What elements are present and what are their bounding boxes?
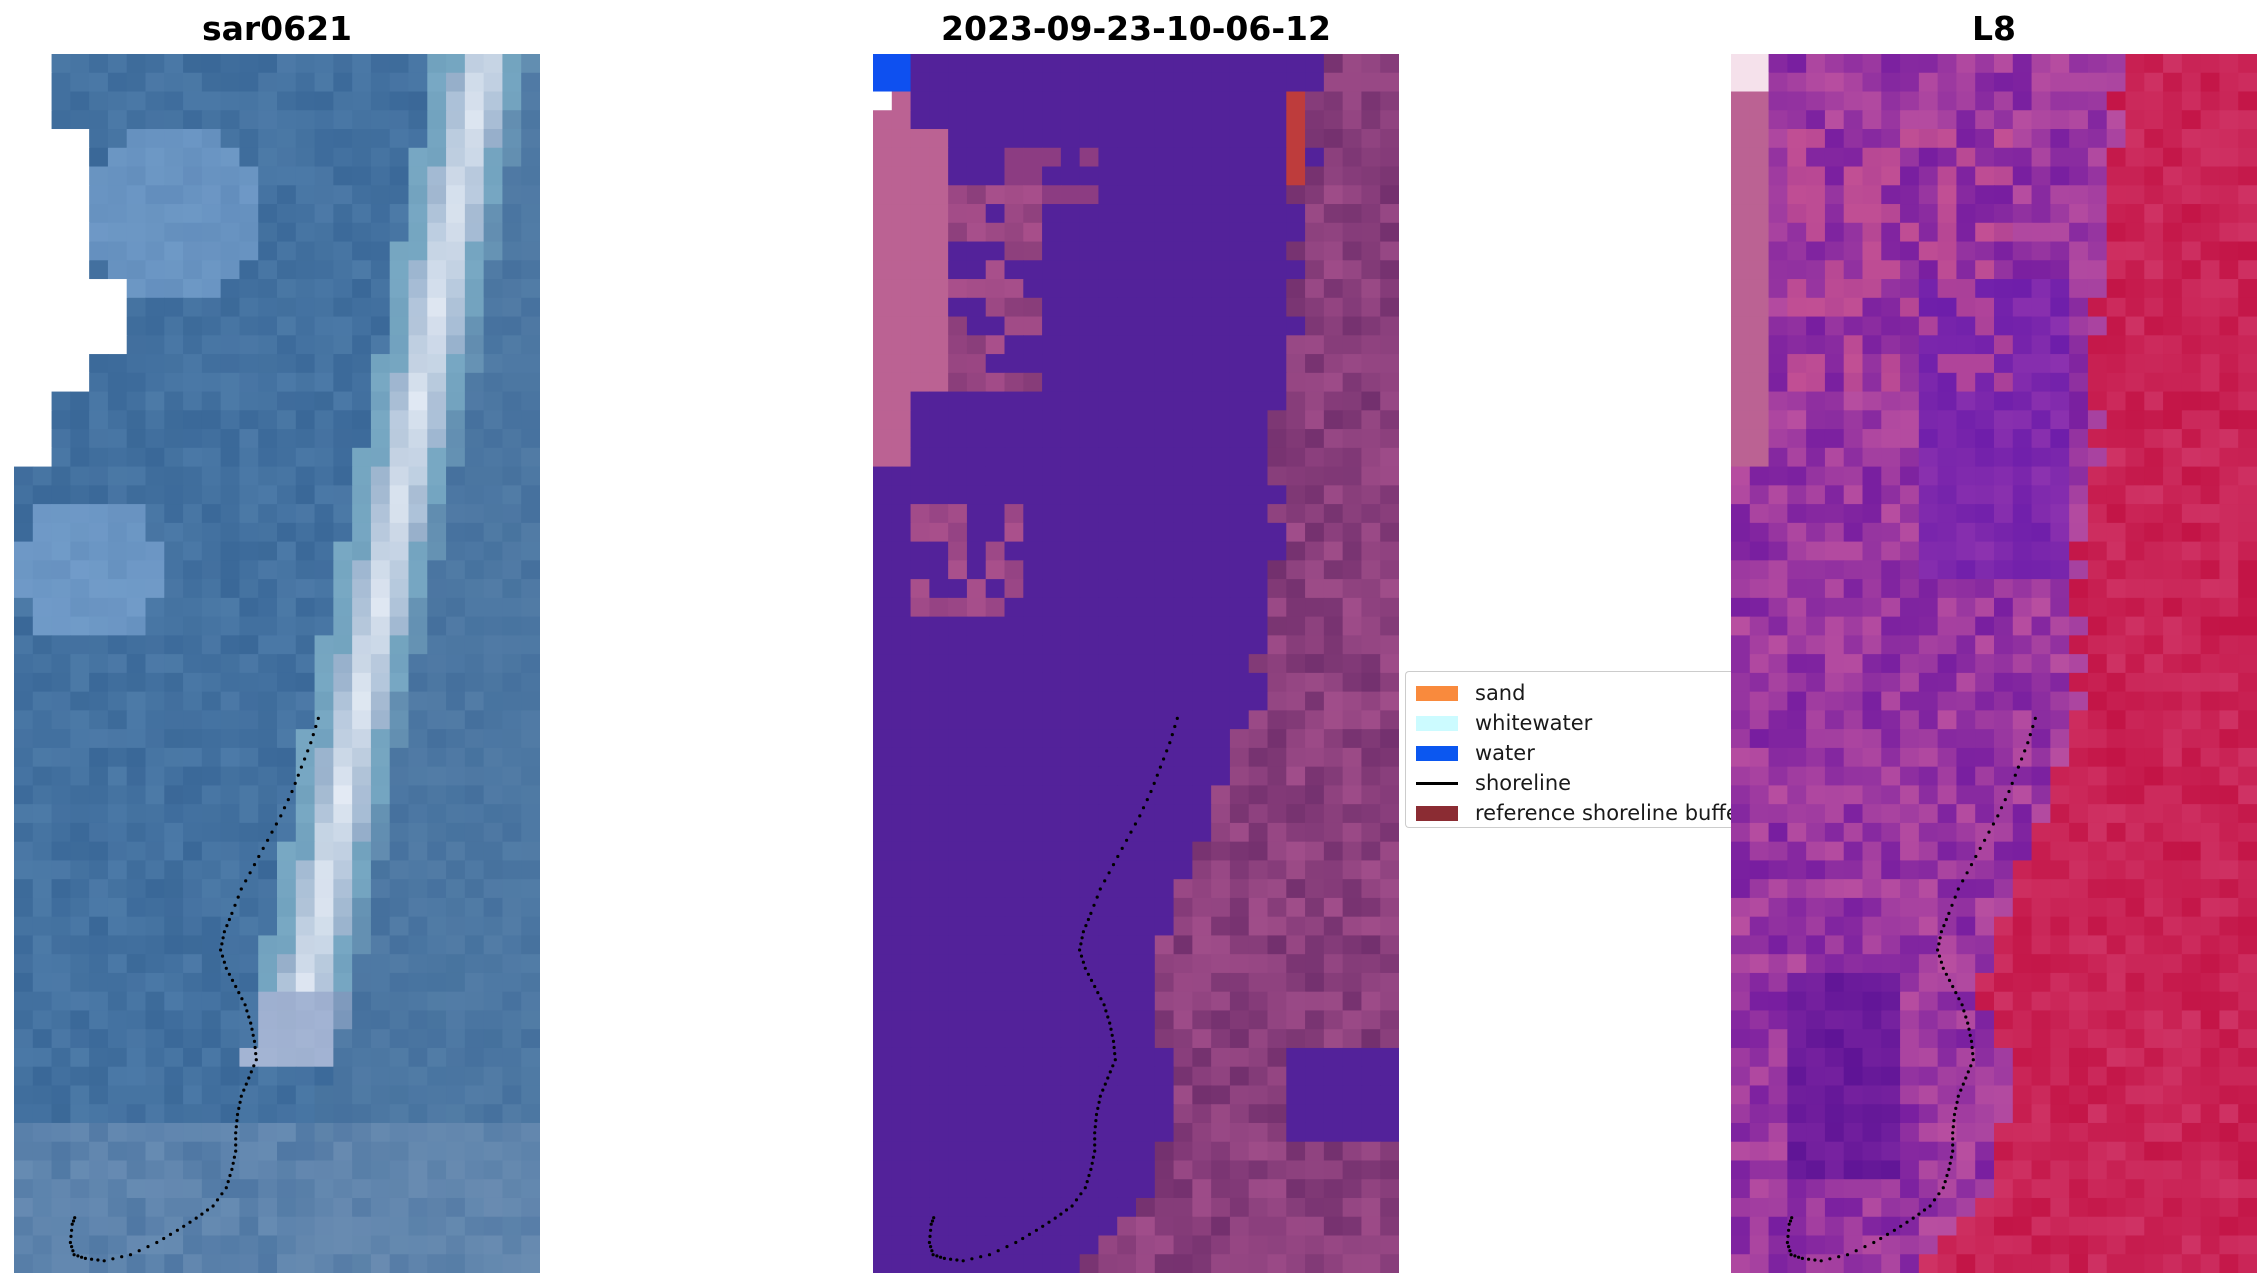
image-l8 bbox=[1731, 54, 2257, 1273]
legend: sand whitewater water shoreline referenc… bbox=[1405, 671, 1731, 828]
image-classified bbox=[873, 54, 1399, 1273]
legend-label: sand bbox=[1475, 681, 1526, 705]
panel-title: 2023-09-23-10-06-12 bbox=[941, 9, 1331, 48]
shoreline-dots bbox=[68, 716, 320, 1263]
panel-l8: L8 bbox=[1731, 0, 2257, 1283]
panel-sar0621: sar0621 bbox=[14, 0, 540, 1283]
reference-buffer-swatch-icon bbox=[1416, 805, 1458, 821]
panel-classified: 2023-09-23-10-06-12 bbox=[873, 0, 1399, 1283]
whitewater-swatch-icon bbox=[1416, 715, 1458, 731]
legend-label: whitewater bbox=[1475, 711, 1593, 735]
legend-item-water: water bbox=[1416, 740, 1535, 766]
water-swatch-icon bbox=[1416, 745, 1458, 761]
sand-swatch-icon bbox=[1416, 685, 1458, 701]
panel-title: L8 bbox=[1972, 9, 2016, 48]
legend-label: reference shoreline buffer bbox=[1475, 801, 1731, 825]
legend-item-sand: sand bbox=[1416, 680, 1525, 706]
shoreline-dots bbox=[927, 716, 1179, 1263]
legend-label: shoreline bbox=[1475, 771, 1572, 795]
image-sar0621 bbox=[14, 54, 540, 1273]
legend-item-whitewater: whitewater bbox=[1416, 710, 1592, 736]
shoreline-dots bbox=[1785, 716, 2037, 1263]
panel-title: sar0621 bbox=[201, 9, 353, 48]
shoreline-line-icon bbox=[1416, 781, 1458, 785]
legend-item-shoreline: shoreline bbox=[1416, 770, 1571, 796]
legend-item-reference-buffer: reference shoreline buffer bbox=[1416, 800, 1731, 826]
legend-label: water bbox=[1475, 741, 1535, 765]
